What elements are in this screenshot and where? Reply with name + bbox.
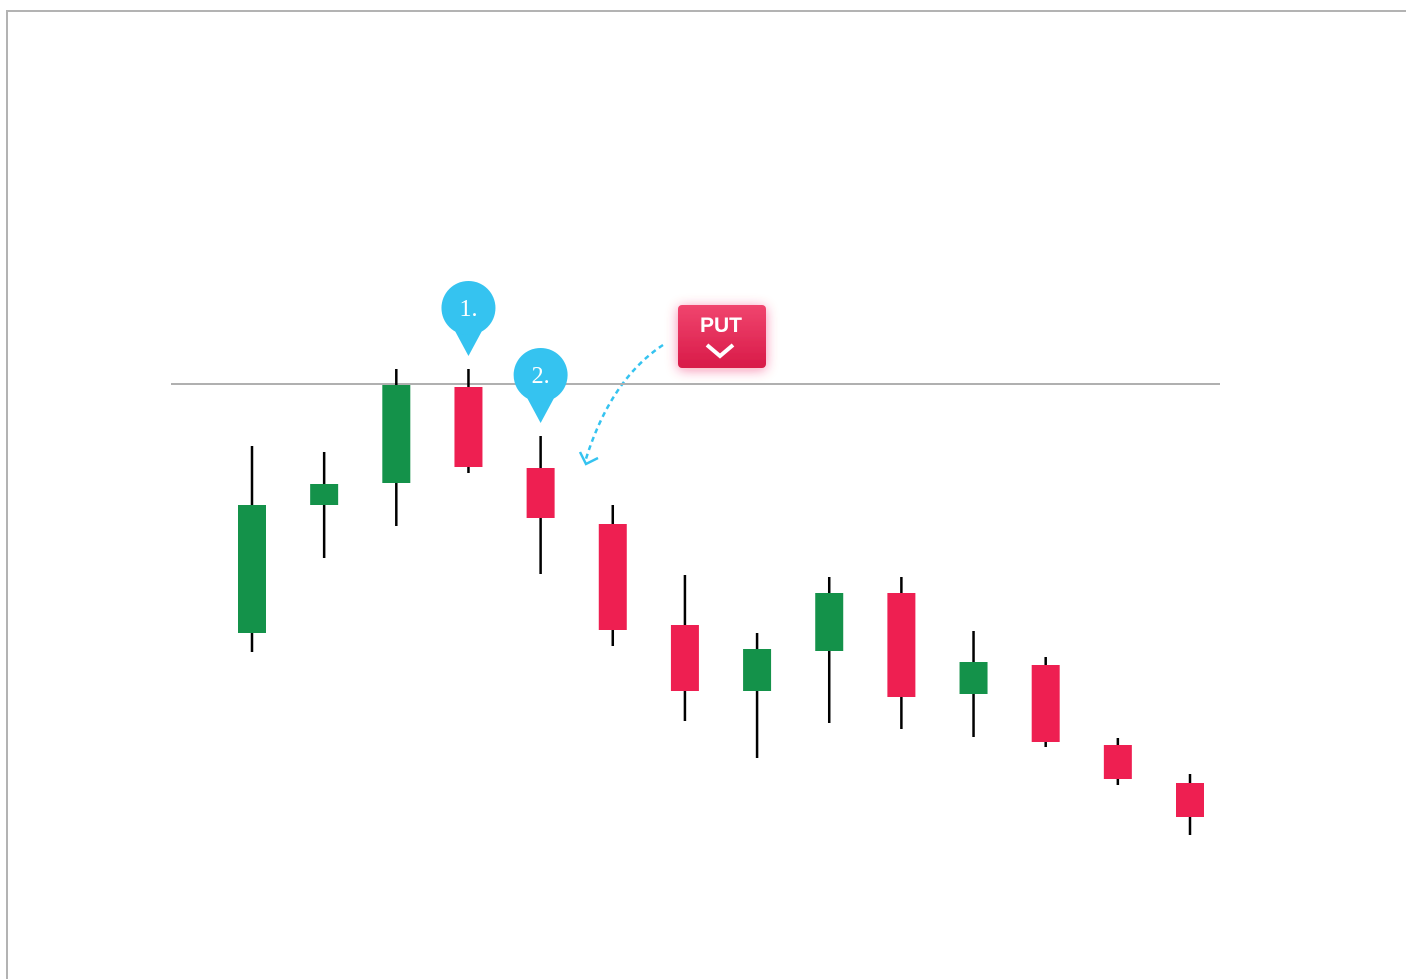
put-button[interactable]: PUT: [678, 305, 766, 368]
candle-body: [887, 593, 916, 697]
pin: [441, 281, 496, 335]
candle-body: [670, 625, 699, 691]
candle-body: [454, 387, 483, 467]
frame: [6, 10, 1406, 979]
pin: [513, 348, 568, 402]
arrow-head: [578, 451, 599, 466]
candle-body: [1103, 745, 1132, 779]
pin: [526, 397, 555, 423]
candle-body: [598, 524, 627, 630]
pin-label: 1.: [459, 296, 477, 322]
button-bg: [678, 305, 766, 368]
candle-body: [526, 468, 555, 518]
button-label: PUT: [700, 314, 742, 337]
candle-body: [959, 662, 988, 694]
pin-label: 2.: [532, 363, 550, 389]
chevron: [705, 343, 735, 359]
candle-body: [815, 593, 844, 651]
pin: [454, 330, 483, 356]
candle-body: [743, 649, 772, 691]
candle-body: [310, 484, 339, 505]
arrow: [583, 343, 664, 463]
candle-body: [1176, 783, 1204, 817]
candle-body: [238, 505, 266, 633]
candle-body: [382, 385, 411, 483]
candle-body: [1031, 665, 1060, 742]
